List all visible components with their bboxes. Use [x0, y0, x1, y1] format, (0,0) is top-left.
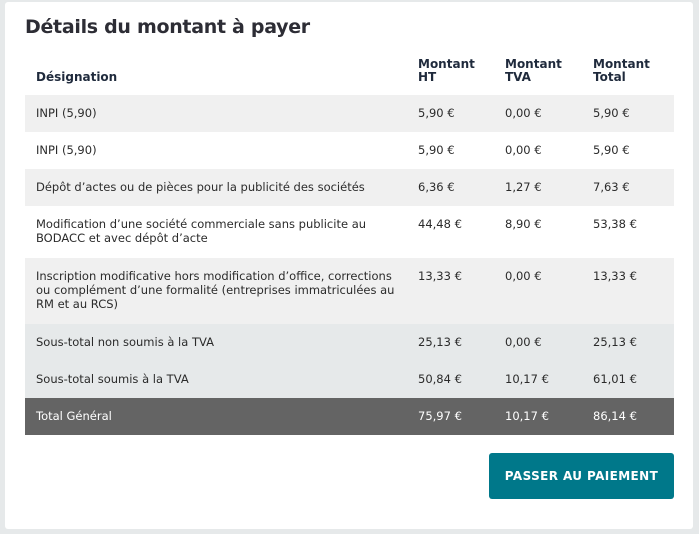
cell-designation: Sous-total non soumis à la TVA [25, 324, 418, 361]
cell-amount-total: 25,13 € [593, 324, 674, 361]
subtotal-row-non-vat: Sous-total non soumis à la TVA 25,13 € 0… [25, 324, 674, 361]
header-amount-tva: Montant TVA [505, 58, 593, 95]
cell-amount-tva: 0,00 € [505, 324, 593, 361]
cell-designation: INPI (5,90) [25, 95, 418, 132]
table-row: Dépôt d’actes ou de pièces pour la publi… [25, 169, 674, 206]
grand-total-row: Total Général 75,97 € 10,17 € 86,14 € [25, 398, 674, 435]
cell-amount-tva: 1,27 € [505, 169, 593, 206]
cell-amount-ht: 44,48 € [418, 206, 505, 258]
page-title: Détails du montant à payer [25, 16, 310, 38]
table-row: Inscription modificative hors modificati… [25, 258, 674, 324]
cell-amount-tva: 0,00 € [505, 258, 593, 324]
cell-amount-total: 86,14 € [593, 398, 674, 435]
table-row: Modification d’une société commerciale s… [25, 206, 674, 258]
cell-amount-total: 13,33 € [593, 258, 674, 324]
cell-amount-ht: 6,36 € [418, 169, 505, 206]
table-row: INPI (5,90) 5,90 € 0,00 € 5,90 € [25, 132, 674, 169]
header-designation: Désignation [36, 70, 118, 84]
header-amount-ht: Montant HT [418, 58, 505, 95]
header-amount-tva-label: Montant TVA [505, 57, 562, 84]
header-amount-ht-label: Montant HT [418, 57, 475, 84]
cell-amount-ht: 75,97 € [418, 398, 505, 435]
cell-amount-ht: 25,13 € [418, 324, 505, 361]
cell-amount-total: 61,01 € [593, 361, 674, 398]
cell-designation: INPI (5,90) [25, 132, 418, 169]
cell-designation: Inscription modificative hors modificati… [25, 258, 418, 324]
cell-amount-ht: 5,90 € [418, 132, 505, 169]
cell-designation: Modification d’une société commerciale s… [25, 206, 418, 258]
cell-amount-tva: 0,00 € [505, 95, 593, 132]
cell-amount-total: 5,90 € [593, 95, 674, 132]
cell-amount-tva: 0,00 € [505, 132, 593, 169]
pay-button[interactable]: PASSER AU PAIEMENT [489, 453, 674, 499]
amounts-table: Désignation Montant HT Montant TVA Monta… [25, 58, 674, 435]
cell-amount-total: 5,90 € [593, 132, 674, 169]
cell-amount-total: 53,38 € [593, 206, 674, 258]
header-amount-total: Montant Total [593, 58, 674, 95]
cell-amount-ht: 50,84 € [418, 361, 505, 398]
table-header-row: Désignation Montant HT Montant TVA Monta… [25, 58, 674, 95]
table-row: INPI (5,90) 5,90 € 0,00 € 5,90 € [25, 95, 674, 132]
cell-designation: Sous-total soumis à la TVA [25, 361, 418, 398]
subtotal-row-vat: Sous-total soumis à la TVA 50,84 € 10,17… [25, 361, 674, 398]
cell-amount-ht: 5,90 € [418, 95, 505, 132]
cell-designation: Total Général [25, 398, 418, 435]
cell-amount-tva: 10,17 € [505, 361, 593, 398]
cell-amount-tva: 10,17 € [505, 398, 593, 435]
cell-designation: Dépôt d’actes ou de pièces pour la publi… [25, 169, 418, 206]
header-amount-total-label: Montant Total [593, 57, 650, 84]
cell-amount-total: 7,63 € [593, 169, 674, 206]
cell-amount-tva: 8,90 € [505, 206, 593, 258]
cell-amount-ht: 13,33 € [418, 258, 505, 324]
payment-details-card: Détails du montant à payer Désignation M… [5, 2, 693, 529]
